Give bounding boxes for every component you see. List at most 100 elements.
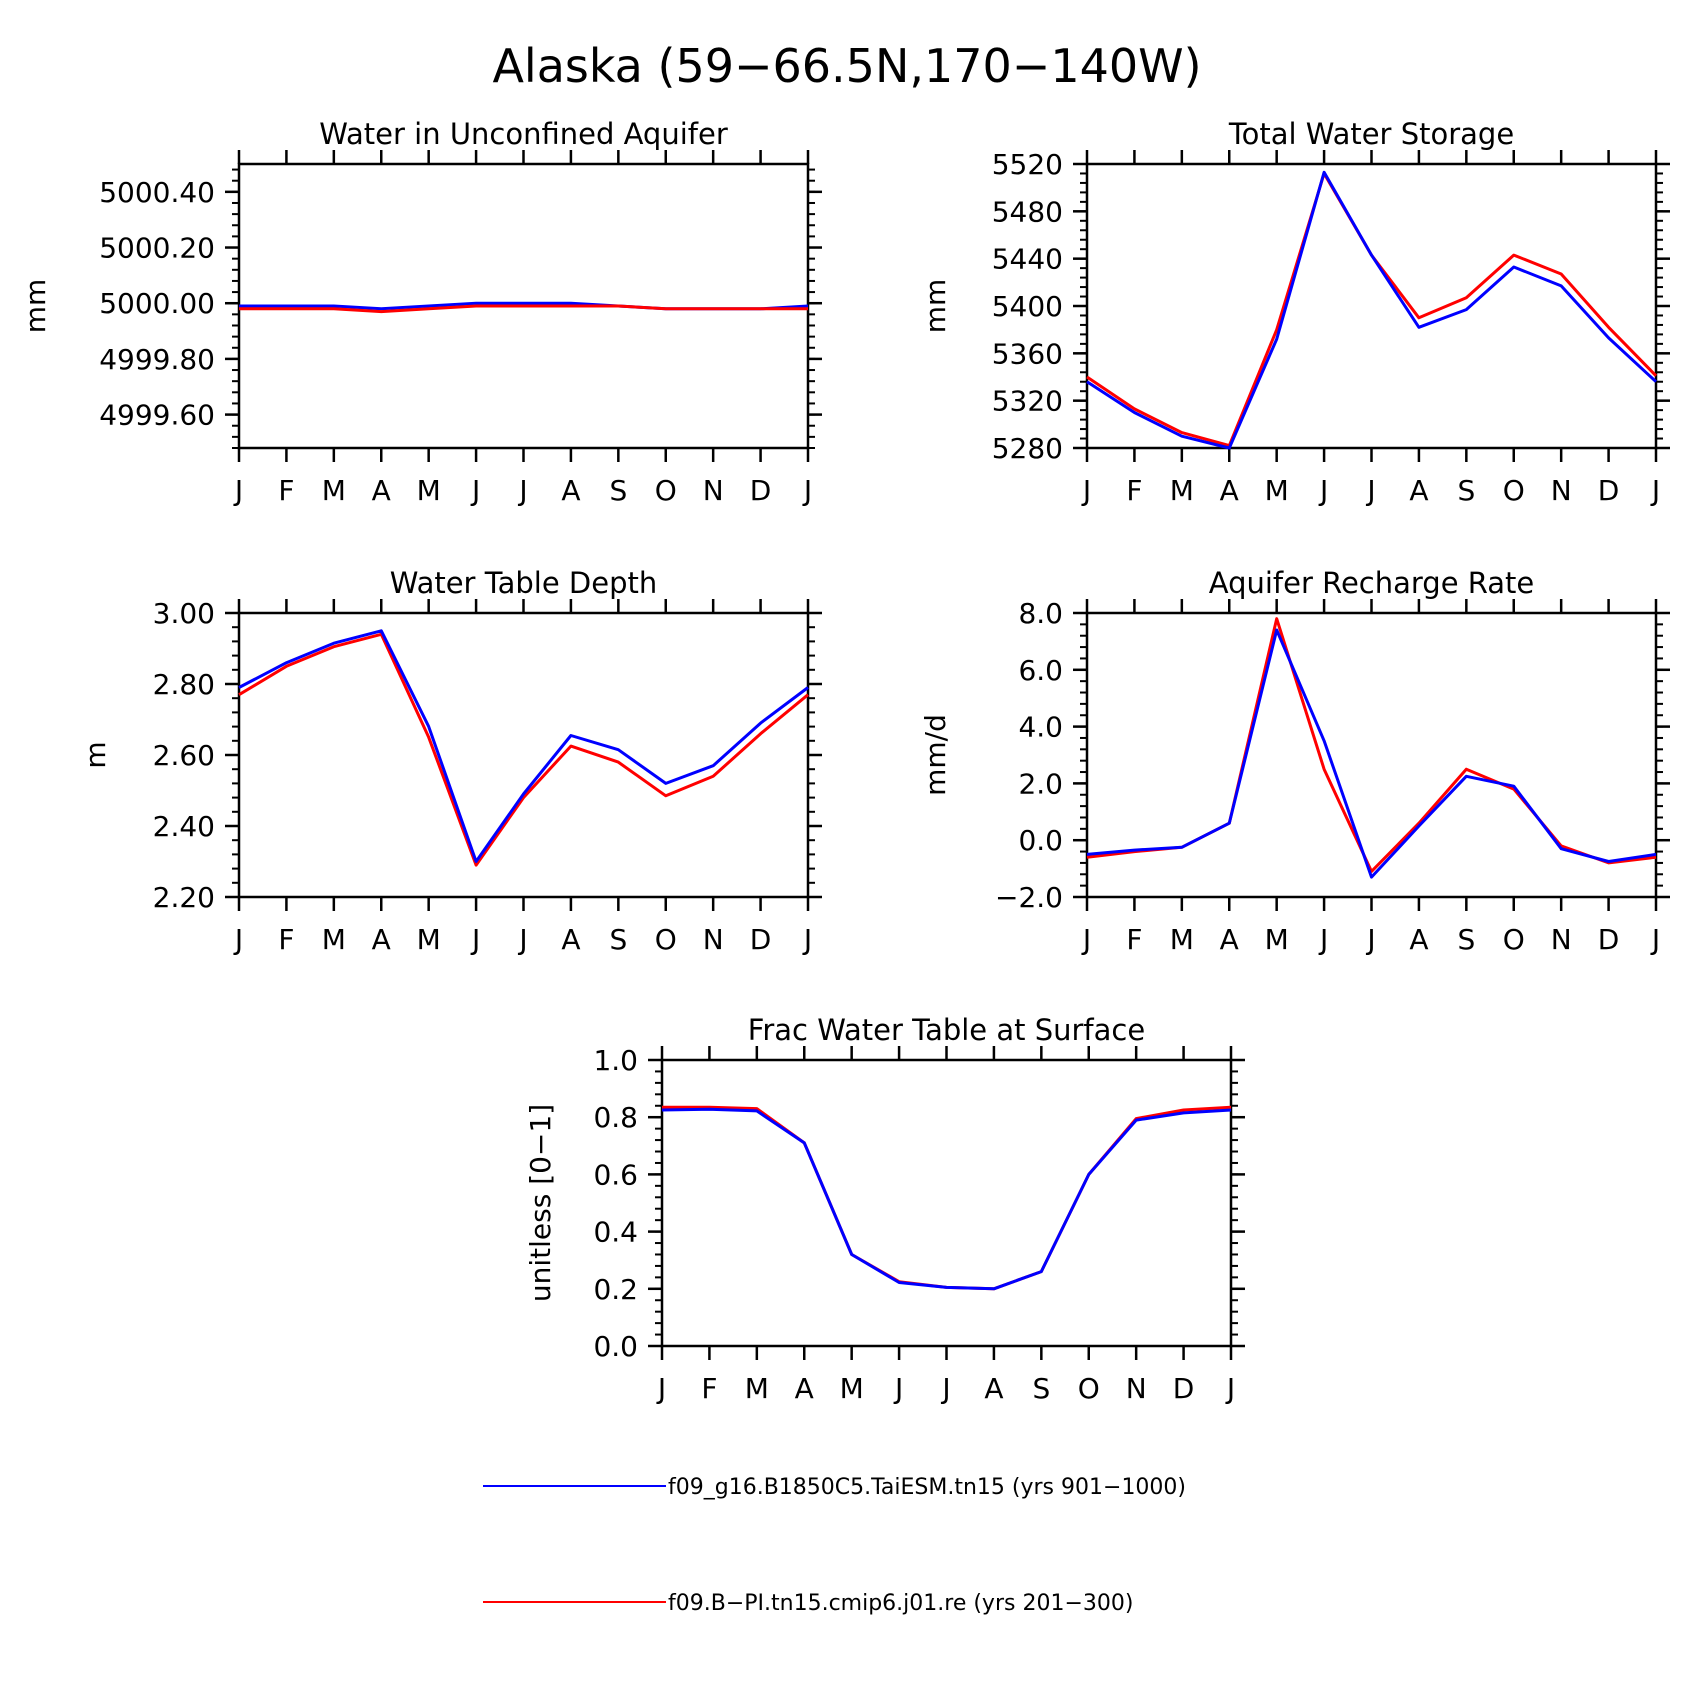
y-tick-label: 5360: [992, 337, 1063, 370]
x-tick-label: O: [1503, 923, 1525, 956]
x-tick-label: A: [795, 1372, 814, 1405]
x-tick-label: J: [233, 474, 243, 507]
x-tick-label: N: [703, 923, 724, 956]
series-line-blue: [1086, 628, 1657, 879]
legend: f09_g16.B1850C5.TaiESM.tn15 (yrs 901−100…: [483, 1475, 1186, 1616]
x-tick-label: D: [750, 923, 772, 956]
x-tick-label: J: [1318, 474, 1328, 507]
y-tick-label: 5440: [992, 243, 1063, 276]
y-tick-label: 2.40: [153, 810, 215, 843]
x-tick-label: D: [1598, 474, 1620, 507]
y-tick-label: 5400: [992, 290, 1063, 323]
x-tick-label: J: [1318, 923, 1328, 956]
x-tick-label: O: [1078, 1372, 1100, 1405]
y-tick-label: 2.60: [153, 739, 215, 772]
x-tick-label: O: [655, 923, 677, 956]
y-tick-label: 8.0: [1018, 597, 1063, 630]
y-tick-label: 2.0: [1018, 767, 1063, 800]
x-tick-label: J: [656, 1372, 666, 1405]
series-line-blue: [661, 1107, 1232, 1291]
x-tick-label: A: [561, 923, 580, 956]
x-tick-label: A: [1409, 923, 1428, 956]
x-tick-label: J: [1365, 923, 1375, 956]
series-line-red: [238, 632, 809, 867]
x-tick-label: N: [1551, 474, 1572, 507]
panel-title: Total Water Storage: [1228, 117, 1514, 151]
x-tick-label: J: [802, 923, 812, 956]
plot-frame: [1085, 162, 1658, 450]
panel-title: Frac Water Table at Surface: [748, 1013, 1145, 1047]
y-tick-label: 5000.20: [99, 232, 215, 265]
x-tick-label: M: [322, 474, 346, 507]
y-tick-label: 5320: [992, 385, 1063, 418]
x-tick-label: A: [984, 1372, 1003, 1405]
x-tick-label: J: [893, 1372, 903, 1405]
x-tick-label: J: [517, 923, 527, 956]
figure-title: Alaska (59−66.5N,170−140W): [492, 39, 1201, 93]
x-tick-label: N: [703, 474, 724, 507]
y-tick-label: 4.0: [1018, 711, 1063, 744]
series-line-red: [1086, 172, 1658, 448]
x-tick-label: F: [1126, 474, 1142, 507]
y-tick-label: 1.0: [593, 1044, 638, 1077]
x-tick-label: J: [233, 923, 243, 956]
x-tick-label: O: [655, 474, 677, 507]
x-tick-label: J: [470, 474, 480, 507]
panel-title: Water Table Depth: [390, 566, 658, 600]
y-tick-label: 6.0: [1018, 654, 1063, 687]
y-axis-label: mm: [19, 279, 52, 334]
x-tick-label: M: [322, 923, 346, 956]
y-tick-label: 0.4: [593, 1216, 638, 1249]
x-tick-label: S: [1032, 1372, 1050, 1405]
y-axis-label: mm: [919, 279, 952, 334]
y-tick-label: −2.0: [995, 881, 1063, 914]
series-line-red: [1086, 617, 1657, 873]
x-tick-label: J: [470, 923, 480, 956]
x-tick-label: J: [802, 474, 812, 507]
series-line-red: [662, 1105, 1232, 1291]
y-tick-label: 5000.40: [99, 176, 215, 209]
x-tick-label: M: [417, 474, 441, 507]
x-tick-label: J: [1081, 474, 1091, 507]
x-tick-label: M: [840, 1372, 864, 1405]
x-tick-label: M: [1170, 923, 1194, 956]
y-tick-label: 0.0: [1018, 824, 1063, 857]
series-line-red: [239, 304, 808, 314]
panel-title: Water in Unconfined Aquifer: [319, 117, 728, 151]
series-line-blue: [1086, 170, 1658, 450]
x-tick-label: J: [1081, 923, 1091, 956]
plot-frame: [660, 1058, 1233, 1348]
y-tick-label: 0.8: [593, 1101, 638, 1134]
x-tick-label: S: [1457, 474, 1475, 507]
x-tick-label: M: [745, 1372, 769, 1405]
x-tick-label: J: [1650, 923, 1660, 956]
y-tick-label: 0.2: [593, 1273, 638, 1306]
x-tick-label: N: [1126, 1372, 1147, 1405]
y-tick-label: 4999.60: [99, 399, 215, 432]
x-tick-label: S: [1457, 923, 1475, 956]
y-axis-label: mm/d: [919, 714, 952, 796]
x-tick-label: F: [278, 474, 294, 507]
x-tick-label: S: [609, 923, 627, 956]
y-axis-label: m: [79, 741, 112, 768]
y-tick-label: 5480: [992, 195, 1063, 228]
y-tick-label: 5280: [992, 432, 1063, 465]
x-tick-label: A: [1220, 474, 1239, 507]
x-tick-label: J: [1650, 474, 1660, 507]
plot-frame: [237, 611, 810, 899]
x-tick-label: A: [1409, 474, 1428, 507]
x-tick-label: D: [750, 474, 772, 507]
x-tick-label: F: [278, 923, 294, 956]
y-tick-label: 2.80: [153, 668, 215, 701]
x-tick-label: D: [1173, 1372, 1195, 1405]
y-tick-label: 5520: [992, 148, 1063, 181]
legend-label-blue: f09_g16.B1850C5.TaiESM.tn15 (yrs 901−100…: [668, 1475, 1186, 1500]
y-tick-label: 0.6: [593, 1158, 638, 1191]
series-line-blue: [238, 629, 809, 863]
legend-label-red: f09.B−PI.tn15.cmip6.j01.re (yrs 201−300): [668, 1591, 1133, 1616]
x-tick-label: N: [1551, 923, 1572, 956]
x-tick-label: J: [940, 1372, 950, 1405]
